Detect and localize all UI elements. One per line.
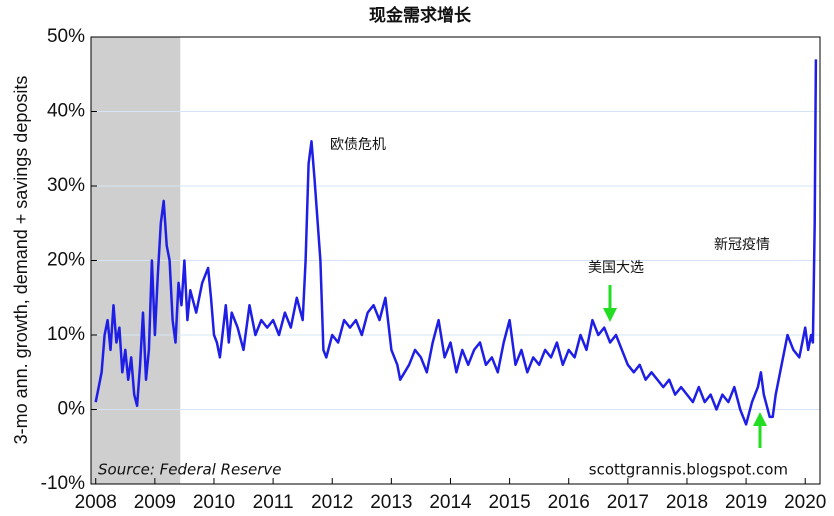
x-tick-label: 2018: [666, 492, 708, 513]
x-tick-label: 2009: [134, 492, 176, 513]
x-tick-label: 2019: [725, 492, 767, 513]
x-tick-label: 2012: [311, 492, 353, 513]
plot-frame: [90, 36, 821, 485]
annotation: 美国大选: [588, 260, 644, 276]
data-line: [94, 59, 818, 426]
y-tick-label: 10%: [47, 324, 85, 345]
x-tick-label: 2016: [548, 492, 590, 513]
arrow: [603, 285, 617, 322]
x-tick-label: 2015: [488, 492, 530, 513]
y-tick-label: 0%: [58, 399, 86, 420]
y-tick-label: 20%: [47, 250, 85, 271]
arrow: [753, 412, 767, 448]
x-tick-label: 2010: [193, 492, 235, 513]
x-tick-label: 2020: [784, 492, 826, 513]
y-tick-label: 50%: [47, 26, 85, 47]
chart-title: 现金需求增长: [369, 5, 472, 26]
source: Source: Federal Reserve: [98, 461, 282, 479]
y-tick-label: 40%: [47, 101, 85, 122]
annotation: 新冠疫情: [714, 237, 770, 253]
x-tick-label: 2008: [75, 492, 117, 513]
credit: scottgrannis.blogspot.com: [589, 461, 788, 479]
x-tick-label: 2014: [429, 492, 472, 513]
x-tick-label: 2013: [370, 492, 412, 513]
y-tick-label: 30%: [47, 175, 85, 196]
y-axis-label: 3-mo ann. growth, demand + savings depos…: [11, 76, 31, 445]
annotation: 欧债危机: [330, 137, 386, 153]
x-tick-label: 2017: [607, 492, 649, 513]
x-tick-label: 2011: [253, 492, 294, 513]
y-tick-label: -10%: [41, 473, 85, 494]
plot: -10% 0% 10% 20% 30% 40% 50% 2008 2009 2010 2011 201…: [41, 26, 827, 513]
